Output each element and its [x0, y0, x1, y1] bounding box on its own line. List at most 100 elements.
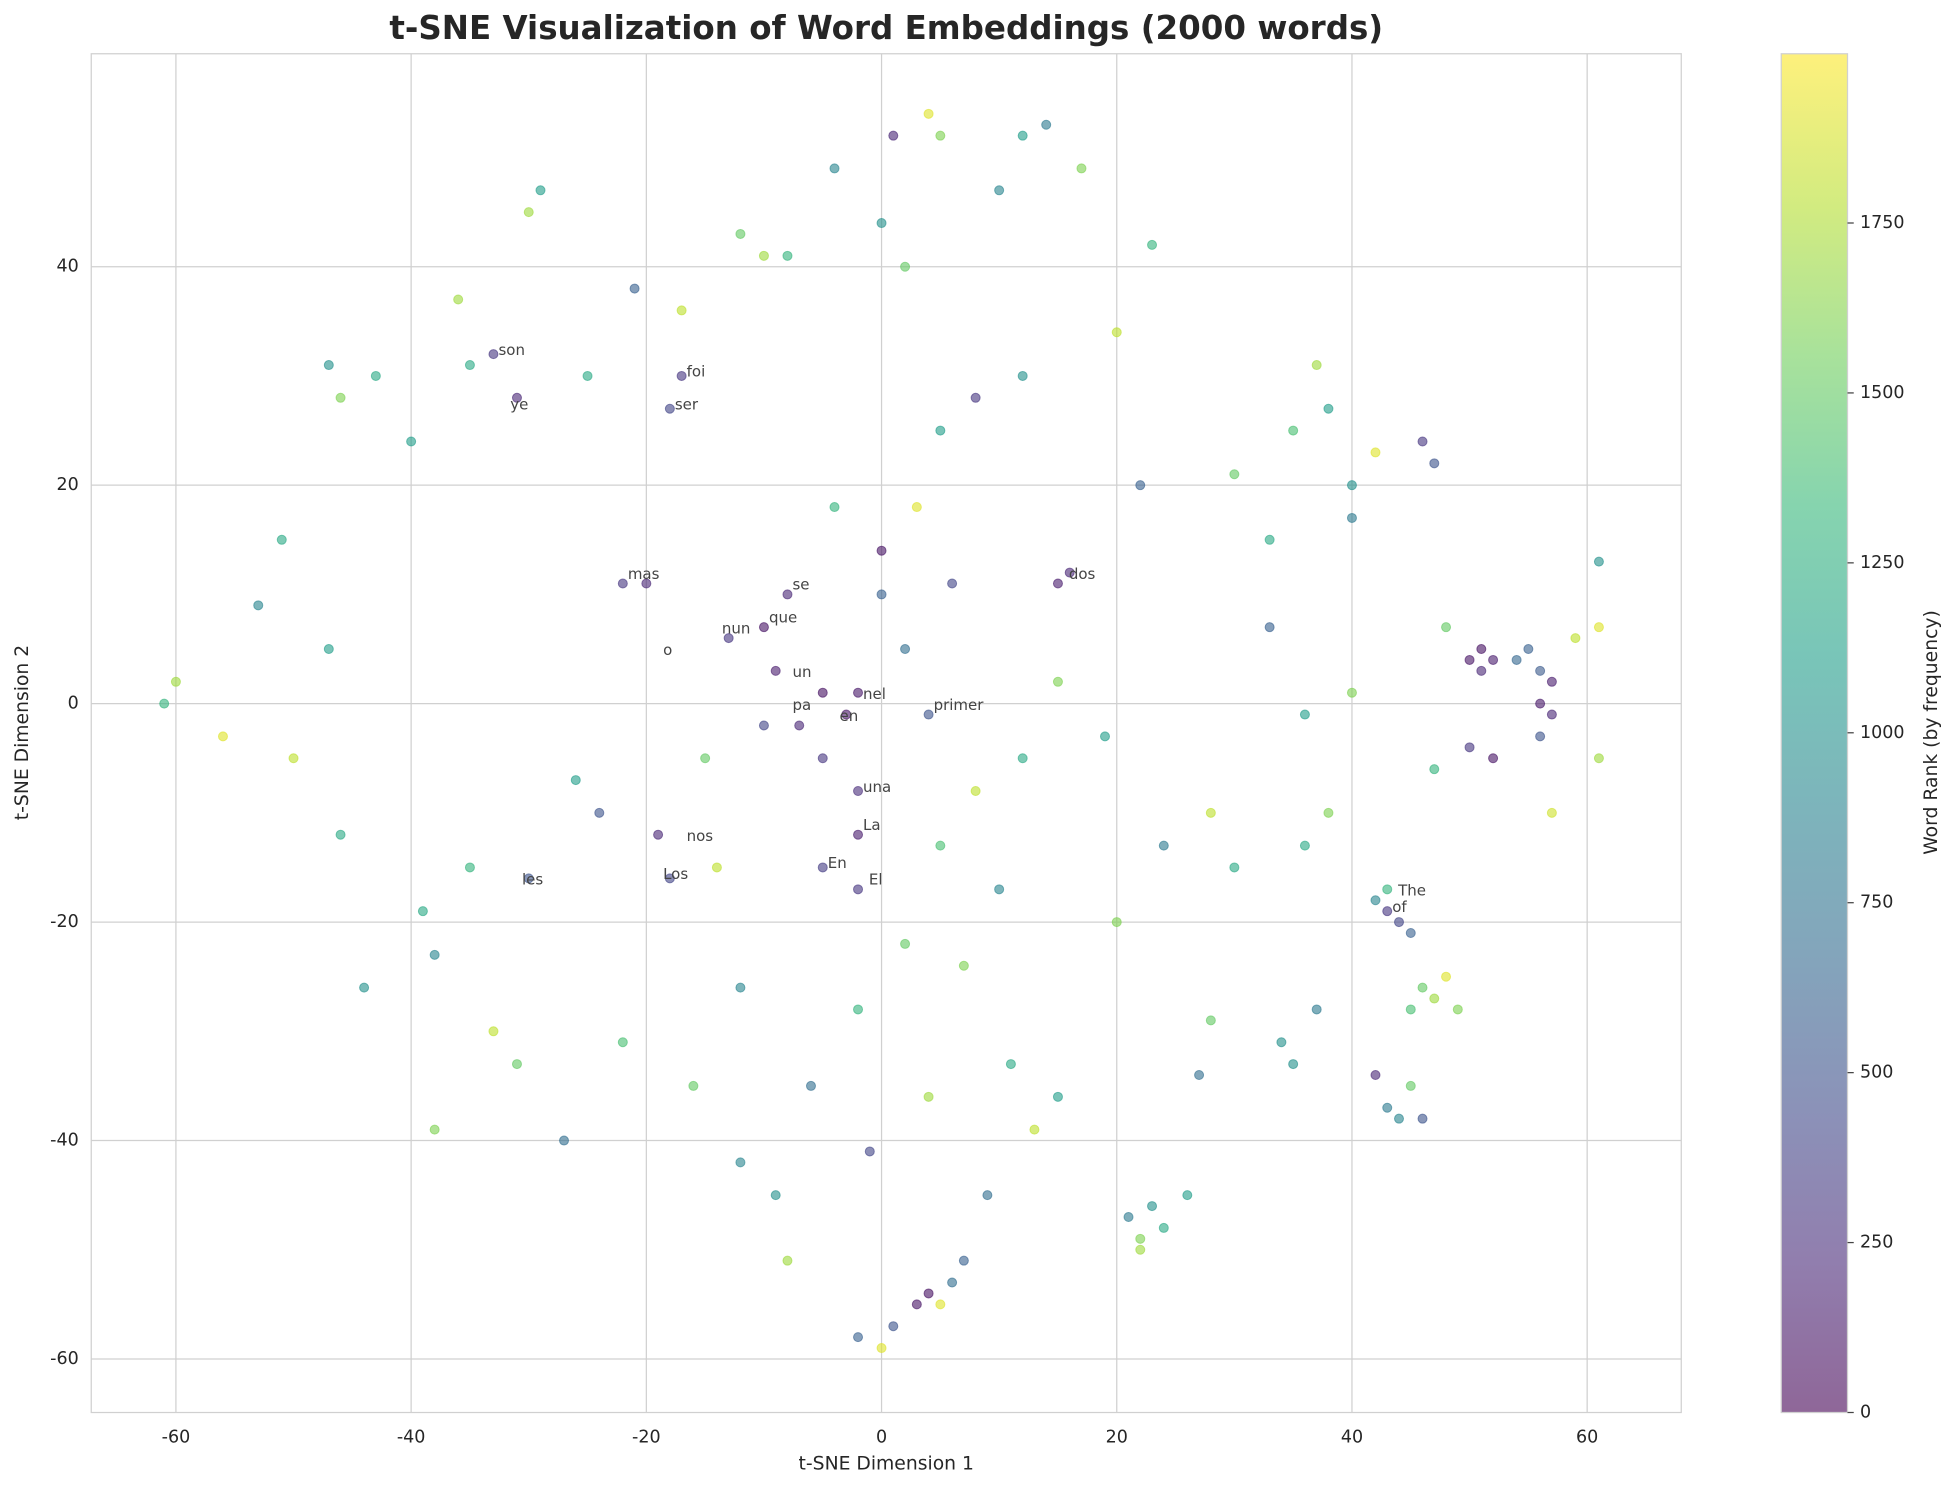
point — [1123, 1211, 1134, 1222]
point — [453, 294, 464, 305]
x-tick-label: -20 — [632, 1428, 661, 1448]
word-annotation: foi — [687, 363, 706, 381]
point — [1205, 1015, 1216, 1026]
point — [1111, 327, 1122, 338]
point — [770, 1190, 781, 1201]
point — [1346, 687, 1357, 698]
point — [617, 578, 628, 589]
point — [488, 349, 499, 360]
point — [1182, 1190, 1193, 1201]
point — [1135, 1244, 1146, 1255]
point — [1488, 654, 1499, 665]
point — [1511, 654, 1522, 665]
points — [159, 108, 1604, 1354]
colorbar-label: Word Rank (by frequency) — [1921, 610, 1942, 855]
colorbar — [1780, 53, 1849, 1414]
point — [1064, 567, 1075, 578]
point — [1417, 982, 1428, 993]
point — [664, 873, 675, 884]
point — [1323, 807, 1334, 818]
point — [1405, 928, 1416, 939]
point — [1593, 556, 1604, 567]
point — [1464, 654, 1475, 665]
point — [853, 884, 864, 895]
point — [1005, 1059, 1016, 1070]
point — [758, 250, 769, 261]
colorbar-tick-label: 250 — [1860, 1233, 1893, 1253]
y-tick-label: -40 — [50, 1131, 79, 1151]
point — [841, 709, 852, 720]
point — [1017, 370, 1028, 381]
point — [1546, 709, 1557, 720]
point — [829, 502, 840, 513]
point — [947, 1277, 958, 1288]
point — [1299, 709, 1310, 720]
point — [1476, 644, 1487, 655]
point — [1288, 425, 1299, 436]
y-tick-label: 20 — [56, 475, 78, 495]
word-annotation: El — [869, 871, 883, 889]
point — [617, 1037, 628, 1048]
point — [935, 130, 946, 141]
point — [735, 1157, 746, 1168]
point — [170, 676, 181, 687]
point — [923, 108, 934, 119]
point — [935, 840, 946, 851]
word-annotation: ye — [510, 395, 528, 413]
point — [535, 185, 546, 196]
x-tick-label: 20 — [1106, 1428, 1128, 1448]
point — [217, 731, 228, 742]
point — [1299, 840, 1310, 851]
plot-frame — [90, 53, 1682, 1414]
y-tick-label: -60 — [50, 1349, 79, 1369]
point — [370, 370, 381, 381]
point — [676, 370, 687, 381]
point — [1017, 130, 1028, 141]
point — [911, 1299, 922, 1310]
word-annotation: una — [863, 778, 891, 796]
colorbar-tick-label: 1000 — [1860, 723, 1905, 743]
point — [629, 283, 640, 294]
point — [853, 1332, 864, 1343]
word-annotation: que — [769, 608, 797, 626]
point — [853, 1004, 864, 1015]
x-tick-label: -60 — [162, 1428, 191, 1448]
point — [359, 982, 370, 993]
point — [1546, 807, 1557, 818]
point — [1147, 1201, 1158, 1212]
word-annotation: nos — [687, 827, 714, 845]
word-annotation: primer — [934, 696, 985, 714]
point — [782, 1255, 793, 1266]
colorbar-tick-label: 0 — [1860, 1403, 1871, 1423]
point — [253, 600, 264, 611]
point — [1429, 458, 1440, 469]
point — [1311, 360, 1322, 371]
point — [323, 360, 334, 371]
colorbar-tick-label: 1750 — [1860, 213, 1905, 233]
point — [1405, 1004, 1416, 1015]
point — [582, 370, 593, 381]
point — [1535, 731, 1546, 742]
point — [970, 786, 981, 797]
point — [900, 644, 911, 655]
point — [1158, 1222, 1169, 1233]
point — [653, 829, 664, 840]
point — [876, 545, 887, 556]
point — [758, 720, 769, 731]
point — [1382, 906, 1393, 917]
point — [1076, 163, 1087, 174]
y-tick-label: -20 — [50, 912, 79, 932]
point — [676, 305, 687, 316]
point — [570, 775, 581, 786]
colorbar-tick-label: 750 — [1860, 893, 1893, 913]
point — [1135, 1233, 1146, 1244]
word-annotation: ser — [675, 395, 699, 413]
point — [323, 644, 334, 655]
point — [935, 1299, 946, 1310]
point — [523, 207, 534, 218]
point — [876, 589, 887, 600]
point — [817, 862, 828, 873]
word-annotation: se — [792, 576, 809, 594]
word-annotation: of — [1392, 898, 1407, 916]
